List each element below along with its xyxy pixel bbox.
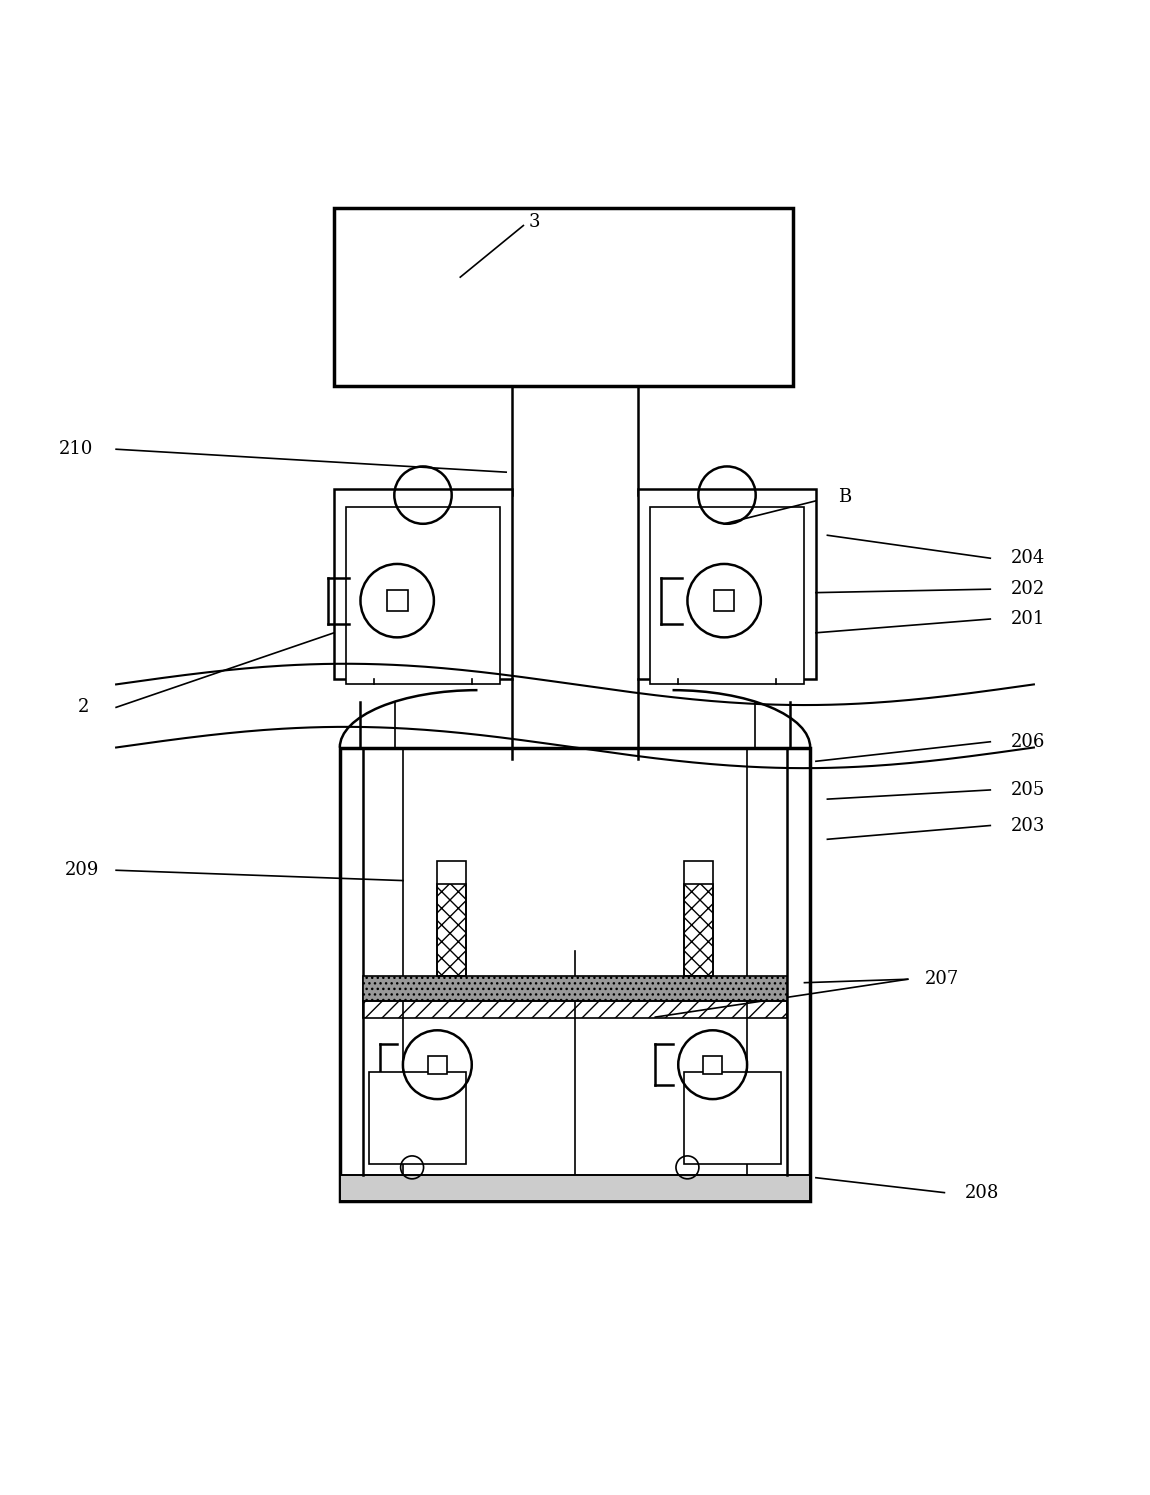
Bar [335,489,512,679]
Bar [684,884,713,976]
Text: 3: 3 [529,214,540,232]
Bar [362,976,788,1002]
Bar [335,208,794,386]
Text: 203: 203 [1011,816,1045,834]
Bar [339,1175,811,1200]
Bar [428,1055,446,1073]
Bar [437,884,466,976]
Text: 204: 204 [1011,549,1045,567]
Bar [638,489,815,679]
Bar [339,748,811,1200]
Text: 207: 207 [925,970,959,988]
Text: 208: 208 [965,1184,999,1202]
Bar [437,861,466,976]
Bar [362,1002,788,1018]
Bar [650,507,805,685]
Bar [368,1072,466,1165]
Bar [339,1175,811,1200]
Bar [684,861,713,976]
Bar [345,507,500,685]
Text: B: B [838,489,851,507]
Text: 205: 205 [1011,780,1045,798]
Text: 209: 209 [64,861,99,879]
Text: 210: 210 [59,440,93,459]
Text: 206: 206 [1011,733,1045,750]
Bar [714,591,735,611]
Bar [684,1072,782,1165]
Bar [704,1055,722,1073]
Bar [386,591,407,611]
Text: 202: 202 [1011,580,1045,598]
Text: 201: 201 [1011,610,1045,628]
Text: 2: 2 [78,698,90,716]
